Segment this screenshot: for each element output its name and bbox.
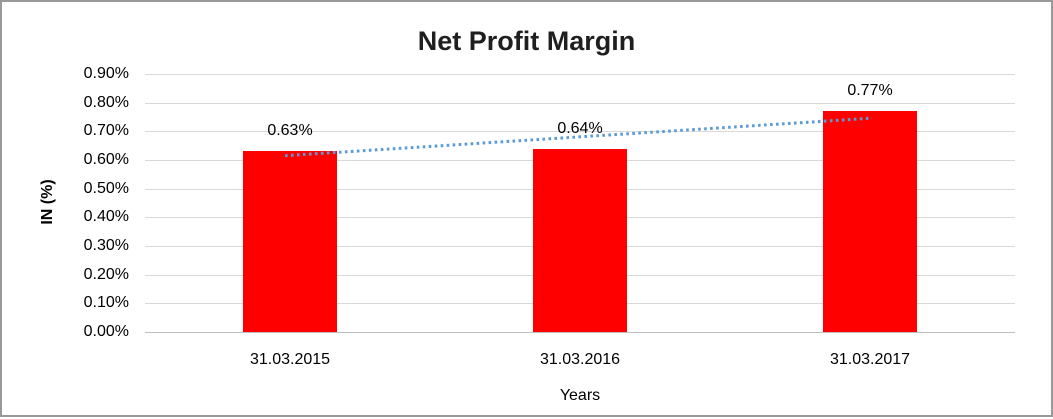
y-tick-label: 0.40% [83,208,129,225]
bar-value-label: 0.64% [557,120,603,137]
y-tick-label: 0.00% [83,323,129,340]
bar-value-label: 0.77% [847,82,893,99]
gridline [145,103,1015,104]
bar [823,111,917,332]
y-tick-label: 0.50% [83,180,129,197]
y-tick-label: 0.30% [83,237,129,254]
y-tick-label: 0.20% [83,266,129,283]
x-category-label: 31.03.2015 [249,351,331,368]
chart-title: Net Profit Margin [417,26,636,56]
y-tick-label: 0.60% [83,151,129,168]
bar [243,151,337,332]
x-category-label: 31.03.2016 [539,351,621,368]
bar [533,149,627,332]
y-tick-label: 0.10% [83,294,129,311]
x-axis-line [145,332,1015,333]
y-tick-label: 0.90% [83,65,129,82]
x-axis-title: Years [559,387,601,404]
x-category-label: 31.03.2017 [829,351,911,368]
y-axis-title: IN (%) [39,179,56,225]
y-tick-label: 0.80% [83,94,129,111]
bar-value-label: 0.63% [267,122,313,139]
gridline [145,74,1015,75]
y-tick-label: 0.70% [83,122,129,139]
